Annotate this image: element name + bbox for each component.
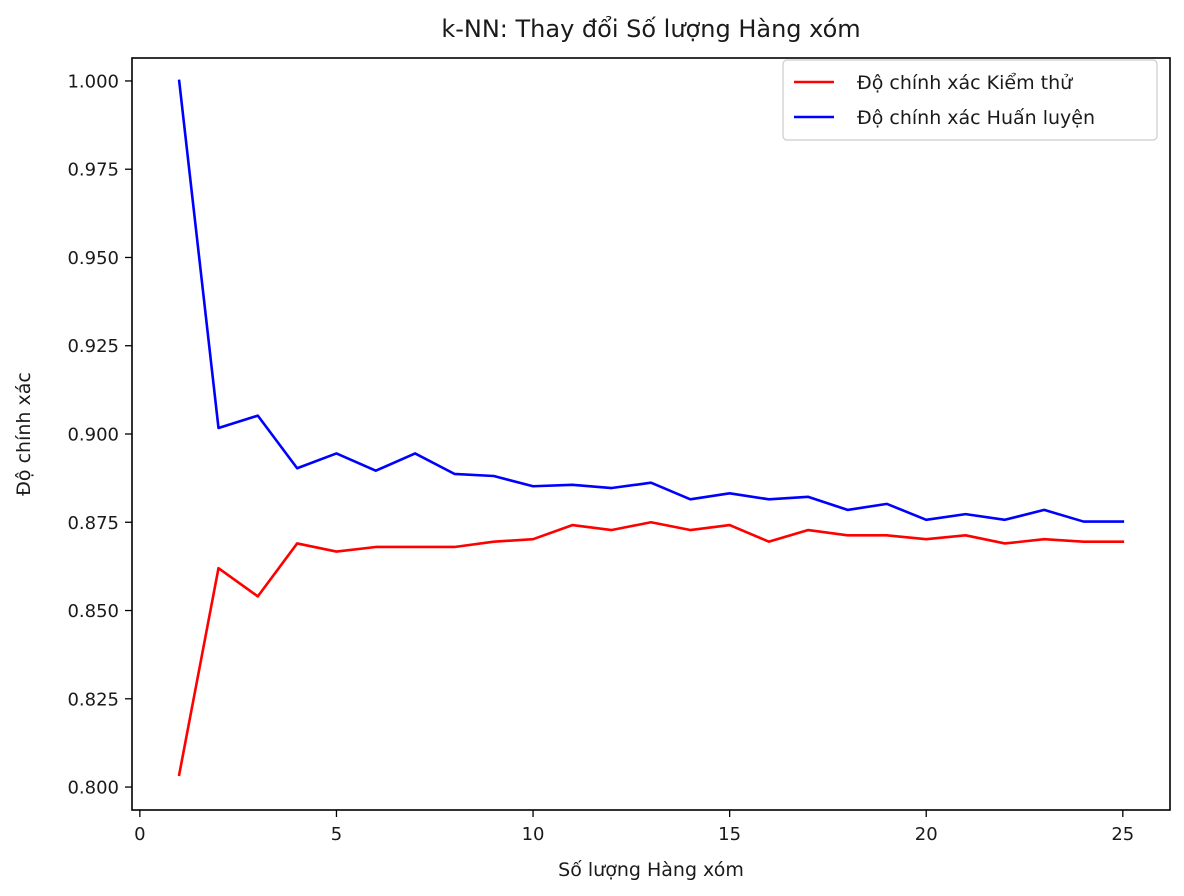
legend: Độ chính xác Kiểm thử Độ chính xác Huấn … bbox=[782, 59, 1158, 141]
y-tick-label: 0.875 bbox=[67, 513, 119, 534]
legend-box bbox=[782, 59, 1158, 141]
x-axis-ticks: 0 5 10 15 20 25 bbox=[134, 810, 1134, 845]
y-tick-label: 0.850 bbox=[67, 601, 119, 622]
y-tick-label: 1.000 bbox=[67, 71, 119, 92]
series-layer bbox=[177, 79, 1125, 777]
x-axis-title: Số lượng Hàng xóm bbox=[558, 859, 744, 881]
plot-frame bbox=[131, 57, 1171, 811]
y-tick-label: 0.925 bbox=[67, 336, 119, 357]
chart-title: k-NN: Thay đổi Số lượng Hàng xóm bbox=[441, 15, 860, 43]
y-tick-label: 0.800 bbox=[67, 778, 119, 799]
plot-area: 0 5 10 15 20 25 0.800 0.825 0.850 0.875 0.900 0.92… bbox=[67, 57, 1171, 845]
y-axis-ticks: 0.800 0.825 0.850 0.875 0.900 0.925 0.950 0.975… bbox=[67, 71, 132, 799]
legend-label-test: Độ chính xác Kiểm thử bbox=[857, 72, 1073, 94]
x-tick-label: 5 bbox=[331, 824, 342, 845]
x-tick-label: 20 bbox=[915, 824, 938, 845]
y-tick-label: 0.900 bbox=[67, 425, 119, 446]
series-line-train-accuracy bbox=[177, 79, 1125, 523]
x-tick-label: 15 bbox=[718, 824, 741, 845]
series-line-test-accuracy bbox=[177, 520, 1125, 777]
x-tick-label: 10 bbox=[522, 824, 545, 845]
x-tick-label: 25 bbox=[1111, 824, 1134, 845]
y-tick-label: 0.825 bbox=[67, 689, 119, 710]
x-tick-label: 0 bbox=[134, 824, 145, 845]
y-axis-title: Độ chính xác bbox=[13, 372, 35, 496]
legend-label-train: Độ chính xác Huấn luyện bbox=[857, 107, 1095, 129]
chart-title-group: k-NN: Thay đổi Số lượng Hàng xóm bbox=[441, 15, 860, 43]
y-tick-label: 0.950 bbox=[67, 248, 119, 269]
y-tick-label: 0.975 bbox=[67, 160, 119, 181]
